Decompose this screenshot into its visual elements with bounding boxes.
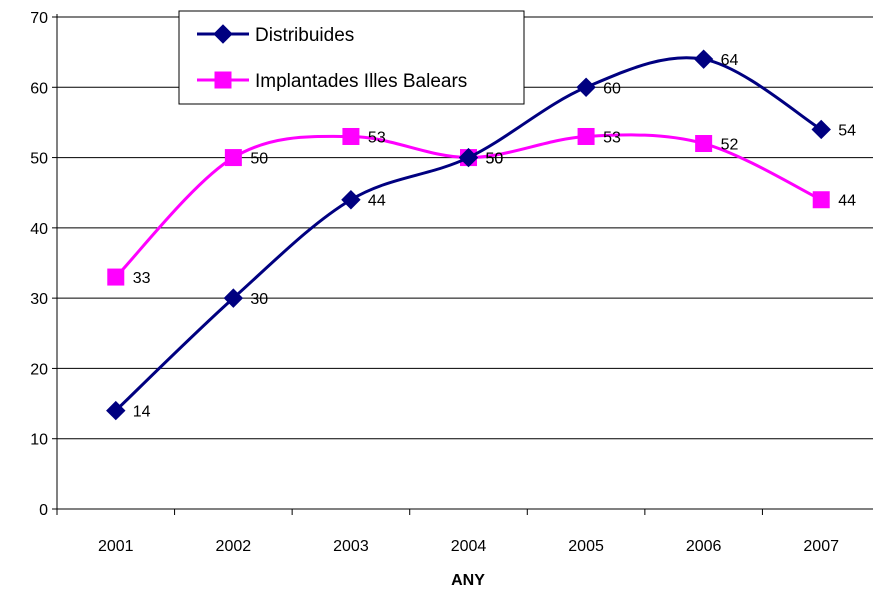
y-tick-label: 70: [30, 10, 48, 27]
series-0: 14 30 44 50 60 64 54: [106, 49, 856, 421]
x-tick-label: 2005: [568, 538, 604, 555]
x-tick-label: 2006: [686, 538, 722, 555]
legend-marker: [213, 24, 233, 44]
legend-item: Implantades Illes Balears: [197, 71, 467, 92]
data-label: 50: [250, 151, 268, 168]
data-point: [576, 77, 596, 97]
y-tick-label: 40: [30, 221, 48, 238]
data-label: 30: [250, 291, 268, 308]
data-label: 60: [603, 80, 621, 97]
y-tick-label: 0: [39, 502, 48, 519]
data-point: [811, 119, 831, 140]
data-label: 44: [838, 193, 856, 210]
legend-marker: [214, 71, 232, 89]
legend-label: Distribuides: [255, 25, 354, 46]
data-label: 64: [721, 52, 739, 69]
x-tick-label: 2004: [451, 538, 487, 555]
y-tick-label: 50: [30, 151, 48, 168]
y-tick-label: 30: [30, 291, 48, 308]
data-point: [812, 191, 830, 209]
data-point: [342, 127, 360, 145]
data-label: 54: [838, 122, 856, 139]
data-label: 53: [368, 129, 386, 146]
x-axis-ticks: 2001 2002 2003 2004 2005 2006 2007: [56, 509, 839, 555]
series-line: [114, 56, 822, 412]
data-point: [223, 288, 244, 308]
data-point: [458, 147, 479, 168]
y-axis-ticks: 0 10 20 30 40 50 60 70: [30, 10, 57, 519]
data-point: [106, 400, 126, 421]
x-tick-label: 2003: [333, 538, 369, 555]
y-tick-label: 10: [30, 432, 48, 449]
data-label: 50: [486, 151, 504, 168]
data-point: [695, 135, 713, 153]
y-tick-label: 20: [30, 361, 48, 378]
x-tick-label: 2002: [216, 538, 252, 555]
data-label: 53: [603, 129, 621, 146]
data-label: 14: [133, 404, 151, 421]
legend-label: Implantades Illes Balears: [255, 71, 467, 92]
data-point: [577, 127, 595, 145]
x-axis-title: ANY: [451, 572, 485, 589]
legend: Distribuides Implantades Illes Balears: [178, 10, 525, 105]
axes: [56, 14, 873, 510]
x-tick-label: 2001: [98, 538, 134, 555]
data-point: [224, 149, 242, 167]
data-point: [693, 49, 714, 69]
data-label: 33: [133, 270, 151, 287]
x-tick-label: 2007: [803, 538, 839, 555]
data-point: [341, 190, 361, 210]
legend-item: Distribuides: [197, 24, 354, 46]
series-1: 33 50 53 50 53 52 44: [107, 127, 856, 287]
data-label: 44: [368, 193, 386, 210]
data-label: 50: [486, 151, 504, 168]
legend-box: [178, 10, 525, 105]
y-tick-label: 60: [30, 80, 48, 97]
data-point: [107, 268, 125, 286]
data-label: 52: [721, 137, 739, 154]
